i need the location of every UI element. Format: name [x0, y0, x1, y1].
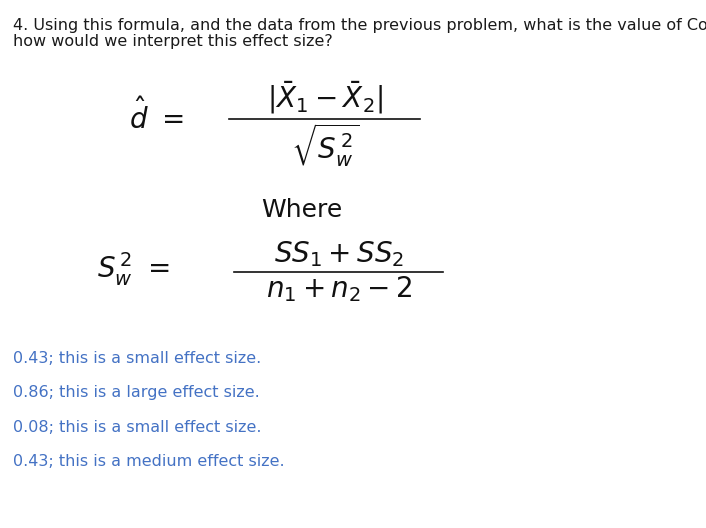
- Text: $\sqrt{S_w^{\,2}}$: $\sqrt{S_w^{\,2}}$: [291, 121, 359, 169]
- Text: $SS_1 + SS_2$: $SS_1 + SS_2$: [274, 240, 404, 269]
- Text: how would we interpret this effect size?: how would we interpret this effect size?: [13, 34, 333, 49]
- Text: $\hat{d}\ =$: $\hat{d}\ =$: [129, 98, 184, 135]
- Text: 0.43; this is a small effect size.: 0.43; this is a small effect size.: [13, 351, 261, 366]
- Text: 0.86; this is a large effect size.: 0.86; this is a large effect size.: [13, 385, 260, 400]
- Text: 4. Using this formula, and the data from the previous problem, what is the value: 4. Using this formula, and the data from…: [13, 18, 706, 33]
- Text: 0.43; this is a medium effect size.: 0.43; this is a medium effect size.: [13, 454, 285, 469]
- Text: 0.08; this is a small effect size.: 0.08; this is a small effect size.: [13, 420, 261, 435]
- Text: Where: Where: [261, 198, 342, 222]
- Text: $S_w^{\,2}\ =$: $S_w^{\,2}\ =$: [97, 250, 169, 288]
- Text: $n_1 + n_2 - 2$: $n_1 + n_2 - 2$: [265, 275, 412, 304]
- Text: $|\bar{X}_1 - \bar{X}_2|$: $|\bar{X}_1 - \bar{X}_2|$: [267, 80, 383, 116]
